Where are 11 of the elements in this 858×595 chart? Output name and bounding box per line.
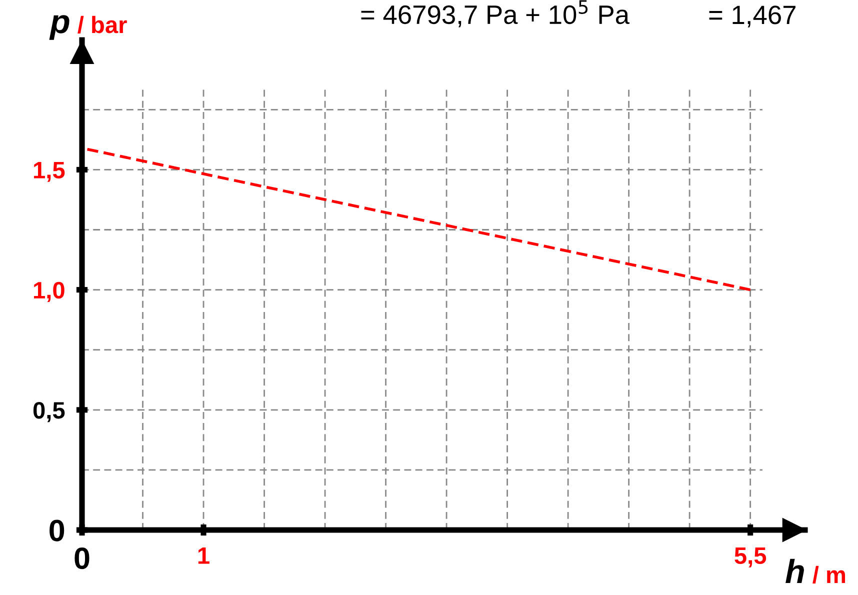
y-tick-label: 0 [50,520,64,542]
x-tick-label: 0 [74,547,90,570]
y-axis-title: p / bar [49,15,127,40]
y-tick-label: 1,0 [34,282,64,302]
y-tick-label: 1,5 [34,162,65,182]
x-tick-label: 1 [198,548,210,564]
x-tick-label: 5,5 [734,548,766,568]
x-axis-title: h / m [786,558,846,584]
y-tick-label: 0,5 [33,402,65,422]
text: = 1,467 [709,6,796,28]
text: = 46793,7 Pa + 10$^{5}$ Pa [361,0,630,28]
